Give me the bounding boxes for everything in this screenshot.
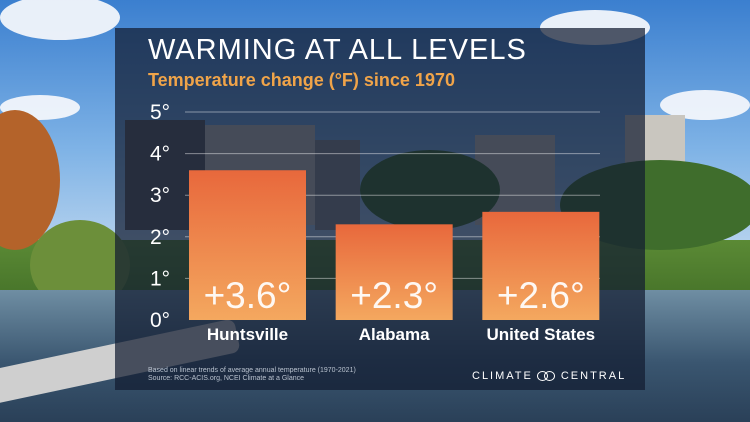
y-tick-label: 2° [150,226,170,249]
climate-central-logo: CLIMATE CENTRAL [472,370,626,382]
y-tick-label: 4° [150,143,170,166]
infinity-logo-icon [536,371,557,381]
category-label: Alabama [359,325,430,344]
y-tick-label: 3° [150,184,170,207]
category-label: Huntsville [207,325,288,344]
chart-subtitle: Temperature change (°F) since 1970 [148,70,455,90]
footnote-source: Source: RCC-ACIS.org, NCEI Climate at a … [148,375,304,382]
bar-value-label: +2.3° [350,275,438,316]
y-tick-label: 5° [150,101,170,124]
footnote-method: Based on linear trends of average annual… [148,367,356,374]
category-label: United States [487,325,596,344]
footnote: Based on linear trends of average annual… [148,367,356,383]
chart-title: WARMING AT ALL LEVELS [148,34,527,66]
cloud [0,0,120,40]
bar [335,224,453,320]
bar [482,211,600,320]
brand-word-climate: CLIMATE [472,370,533,382]
brand-word-central: CENTRAL [560,370,627,382]
y-tick-label: 0° [150,309,170,332]
bar-value-label: +3.6° [204,275,292,316]
bar [189,170,306,320]
bar-value-label: +2.6° [497,275,585,316]
y-tick-label: 1° [150,267,170,290]
